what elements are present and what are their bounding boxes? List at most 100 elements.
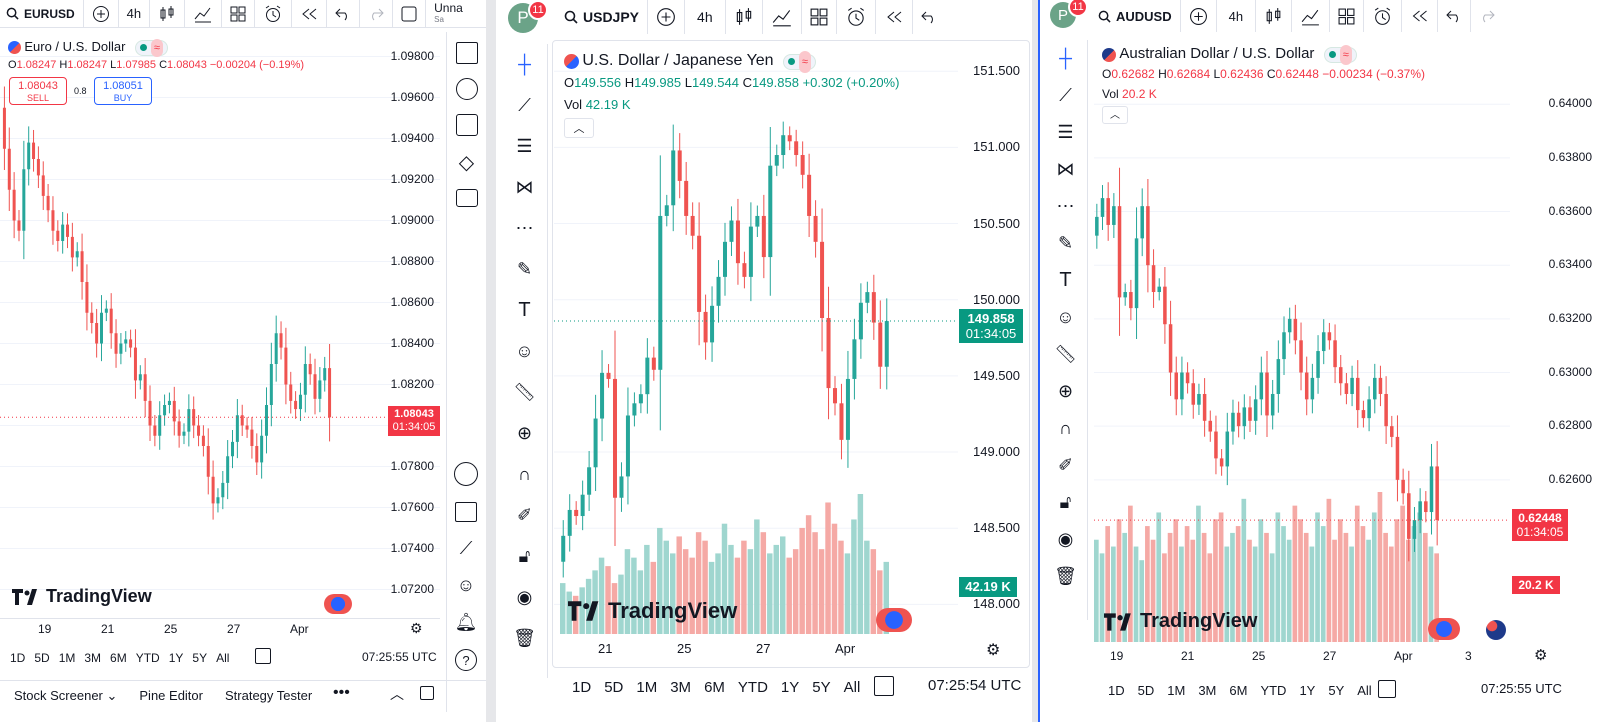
fib-icon[interactable]: ☰ (516, 136, 533, 156)
range-ytd[interactable]: YTD (737, 678, 768, 696)
range-1y[interactable]: 1Y (168, 651, 184, 665)
bottom-tab-stock-screener[interactable]: Stock Screener ⌄ (14, 687, 118, 703)
range-all[interactable]: All (216, 651, 230, 665)
magnet-icon[interactable]: ∩ (518, 464, 531, 484)
alert-button[interactable] (255, 0, 293, 27)
interval-button[interactable]: 4h (685, 0, 726, 34)
interval-button[interactable]: 4h (1217, 0, 1257, 32)
alert-button[interactable] (837, 0, 876, 34)
replay-button[interactable] (876, 0, 913, 34)
symbol-search-button[interactable]: EURUSD (0, 0, 84, 27)
range-5y[interactable]: 5Y (1328, 682, 1345, 698)
range-6m[interactable]: 6M (1229, 682, 1248, 698)
range-1y[interactable]: 1Y (1299, 682, 1316, 698)
lock-drawings-icon[interactable]: ✐ (516, 505, 533, 525)
range-5d[interactable]: 5D (34, 651, 50, 665)
indicators-button[interactable] (1292, 0, 1331, 32)
usdjpy-price-axis[interactable]: 151.500 151.000 150.500 150.000 149.500 149.0… (960, 48, 1026, 634)
crosshair-icon[interactable]: ┼ (518, 54, 531, 74)
fib-icon[interactable]: ☰ (1057, 122, 1074, 142)
lock-icon[interactable]: 🔓︎ (1059, 492, 1072, 512)
forecast-icon[interactable]: ⋯ (1056, 196, 1075, 216)
ruler-icon[interactable]: 📏︎ (1054, 344, 1077, 364)
buy-button[interactable]: 1.08051 BUY (94, 77, 152, 105)
redo-button[interactable] (1471, 0, 1503, 32)
notification-badge[interactable]: 11 (528, 0, 548, 20)
forecast-icon[interactable]: ⋯ (515, 218, 534, 238)
bottom-tab-pine-editor[interactable]: Pine Editor (139, 688, 203, 703)
range-5y[interactable]: 5Y (192, 651, 208, 665)
trash-icon[interactable]: 🗑︎ (1054, 566, 1077, 586)
text-icon[interactable]: T (1059, 269, 1072, 291)
range-3m[interactable]: 3M (84, 651, 102, 665)
range-ytd[interactable]: YTD (1260, 682, 1287, 698)
zoom-icon[interactable]: ⊕ (1057, 381, 1074, 401)
indicators-button[interactable] (185, 0, 223, 27)
collapse-legend-button[interactable]: ︿ (564, 118, 594, 138)
audusd-clock[interactable]: 07:25:55 UTC (1481, 681, 1562, 696)
crosshair-icon[interactable]: ┼ (1059, 48, 1072, 68)
chart-type-button[interactable] (726, 0, 763, 34)
text-icon[interactable]: T (518, 299, 531, 321)
layout-name[interactable]: Unna Sa (426, 0, 471, 27)
calendar-icon[interactable] (455, 502, 477, 522)
compare-button[interactable] (1181, 0, 1217, 32)
range-ytd[interactable]: YTD (135, 651, 160, 665)
emoji-icon[interactable]: ☺ (1056, 307, 1075, 327)
market-status-pill[interactable]: ≈ (134, 38, 168, 57)
layouts-button[interactable] (802, 0, 837, 34)
range-1y[interactable]: 1Y (780, 678, 800, 696)
chat-icon[interactable] (455, 189, 478, 207)
range-6m[interactable]: 6M (704, 678, 725, 696)
notifications-icon[interactable]: 🔔︎ (454, 612, 478, 632)
go-to-date-icon[interactable] (1378, 680, 1396, 698)
range-1d[interactable]: 1D (10, 651, 26, 665)
range-1d[interactable]: 1D (572, 678, 592, 696)
replay-button[interactable] (1402, 0, 1439, 32)
tradingview-logo[interactable]: TradingView (1104, 610, 1257, 633)
symbol-search-button[interactable]: USDJPY (556, 0, 649, 34)
settings-icon[interactable]: ⚙ (986, 642, 1001, 659)
symbol-search-button[interactable]: AUDUSD (1090, 0, 1181, 32)
range-3m[interactable]: 3M (1198, 682, 1217, 698)
chart-type-button[interactable] (150, 0, 186, 27)
audusd-time-axis[interactable]: 19 21 25 27 Apr 3 (1094, 646, 1534, 668)
tradingview-logo[interactable]: TradingView (12, 586, 152, 607)
eye-icon[interactable]: ◉ (1057, 529, 1074, 549)
undo-button[interactable] (327, 0, 361, 27)
ideas-icon[interactable]: ⟋ (459, 538, 473, 558)
alerts-icon[interactable] (455, 78, 478, 100)
range-6m[interactable]: 6M (110, 651, 127, 665)
usdjpy-price-chart[interactable] (554, 48, 958, 634)
tradingview-logo[interactable]: TradingView (568, 598, 737, 624)
more-icon[interactable]: ••• (333, 684, 350, 701)
range-5d[interactable]: 5D (1137, 682, 1155, 698)
range-3m[interactable]: 3M (670, 678, 692, 696)
sell-button[interactable]: 1.08043 SELL (9, 77, 67, 105)
eurusd-price-chart[interactable] (0, 30, 440, 640)
lock-icon[interactable]: 🔓︎ (518, 546, 531, 566)
layouts-button[interactable] (222, 0, 256, 27)
audusd-price-chart[interactable] (1094, 40, 1510, 642)
ruler-icon[interactable]: 📏︎ (513, 382, 536, 402)
pattern-icon[interactable]: ⋈ (1056, 159, 1075, 179)
range-1m[interactable]: 1M (58, 651, 76, 665)
range-1m[interactable]: 1M (1167, 682, 1186, 698)
eurusd-price-axis[interactable]: 1.09800 1.09600 1.09400 1.09200 1.09000 1.088… (380, 30, 440, 640)
eurusd-clock[interactable]: 07:25:55 UTC (362, 650, 437, 664)
trash-icon[interactable]: 🗑︎ (513, 628, 536, 648)
range-all[interactable]: All (1357, 682, 1372, 698)
undo-button[interactable] (1438, 0, 1472, 32)
eurusd-time-axis[interactable]: 19 21 25 27 Apr (0, 618, 440, 638)
compare-button[interactable] (84, 0, 119, 27)
help-icon[interactable]: ? (455, 649, 477, 671)
pattern-icon[interactable]: ⋈ (515, 177, 534, 197)
usdjpy-clock[interactable]: 07:25:54 UTC (928, 677, 1022, 694)
chart-type-button[interactable] (1256, 0, 1293, 32)
range-1d[interactable]: 1D (1108, 682, 1125, 698)
trend-line-icon[interactable]: ⟋ (1059, 85, 1072, 105)
community-icon[interactable]: ☺ (456, 575, 476, 595)
settings-icon[interactable]: ⚙ (410, 620, 423, 636)
replay-button[interactable] (292, 0, 328, 27)
trend-line-icon[interactable]: ⟋ (518, 95, 531, 115)
